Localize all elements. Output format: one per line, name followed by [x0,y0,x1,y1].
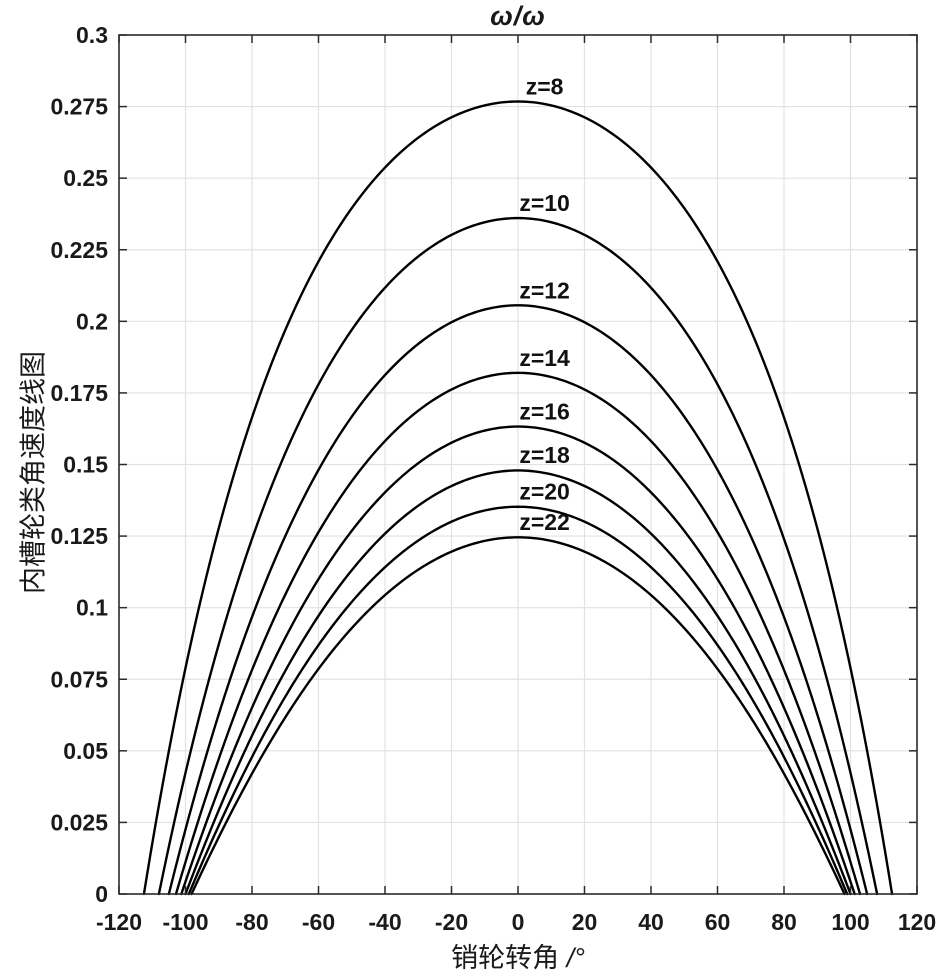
x-tick-label: 20 [572,909,598,935]
y-tick-label: 0 [95,881,108,907]
y-tick-label: 0.2 [76,308,108,334]
data-curve-z18 [184,469,852,896]
data-curve-z8 [142,100,894,896]
data-curve-z22 [190,536,846,896]
data-curve-z12 [167,304,869,896]
x-tick-label: 100 [831,909,869,935]
y-tick-label: 0.15 [63,452,108,478]
curve-label-z18: z=18 [519,442,570,468]
x-tick-label: -80 [235,909,268,935]
data-curve-z16 [180,425,856,896]
chart-title: ω/ω [490,1,546,31]
x-axis-label: 销轮转角 /° [119,936,917,975]
y-tick-label: 0.225 [50,237,108,263]
x-axis-label-unit: /° [566,943,585,973]
y-tick-label: 0.3 [76,22,108,48]
data-curve-z14 [174,371,862,896]
y-axis-label: 内槽轮类角速度线图 [18,351,49,594]
y-tick-label: 0.25 [63,165,108,191]
curve-label-z14: z=14 [519,345,570,371]
y-tick-label: 0.175 [50,380,108,406]
curve-label-z10: z=10 [519,190,570,216]
y-tick-label: 0.05 [63,738,108,764]
curve-label-z20: z=20 [519,479,570,505]
curve-label-z12: z=12 [519,277,570,303]
x-tick-label: 0 [512,909,525,935]
data-curve-z20 [187,505,849,896]
x-tick-label: 80 [771,909,797,935]
curve-label-z22: z=22 [519,509,570,535]
y-tick-label: 0.1 [76,595,108,621]
x-tick-label: -60 [302,909,335,935]
x-axis-label-text: 销轮转角 [451,943,560,973]
x-tick-label: -20 [435,909,468,935]
y-tick-label: 0.075 [50,666,108,692]
x-tick-label: 40 [638,909,664,935]
data-curve-z10 [157,216,879,896]
y-tick-label: 0.275 [50,94,108,120]
x-tick-label: -120 [96,909,142,935]
y-tick-label: 0.025 [50,809,108,835]
curve-label-z16: z=16 [519,399,570,425]
curve-label-z8: z=8 [526,73,564,99]
y-tick-label: 0.125 [50,523,108,549]
x-tick-label: 120 [898,909,936,935]
x-tick-label: -100 [162,909,208,935]
x-tick-label: 60 [705,909,731,935]
plot-border [118,34,918,895]
x-tick-label: -40 [368,909,401,935]
